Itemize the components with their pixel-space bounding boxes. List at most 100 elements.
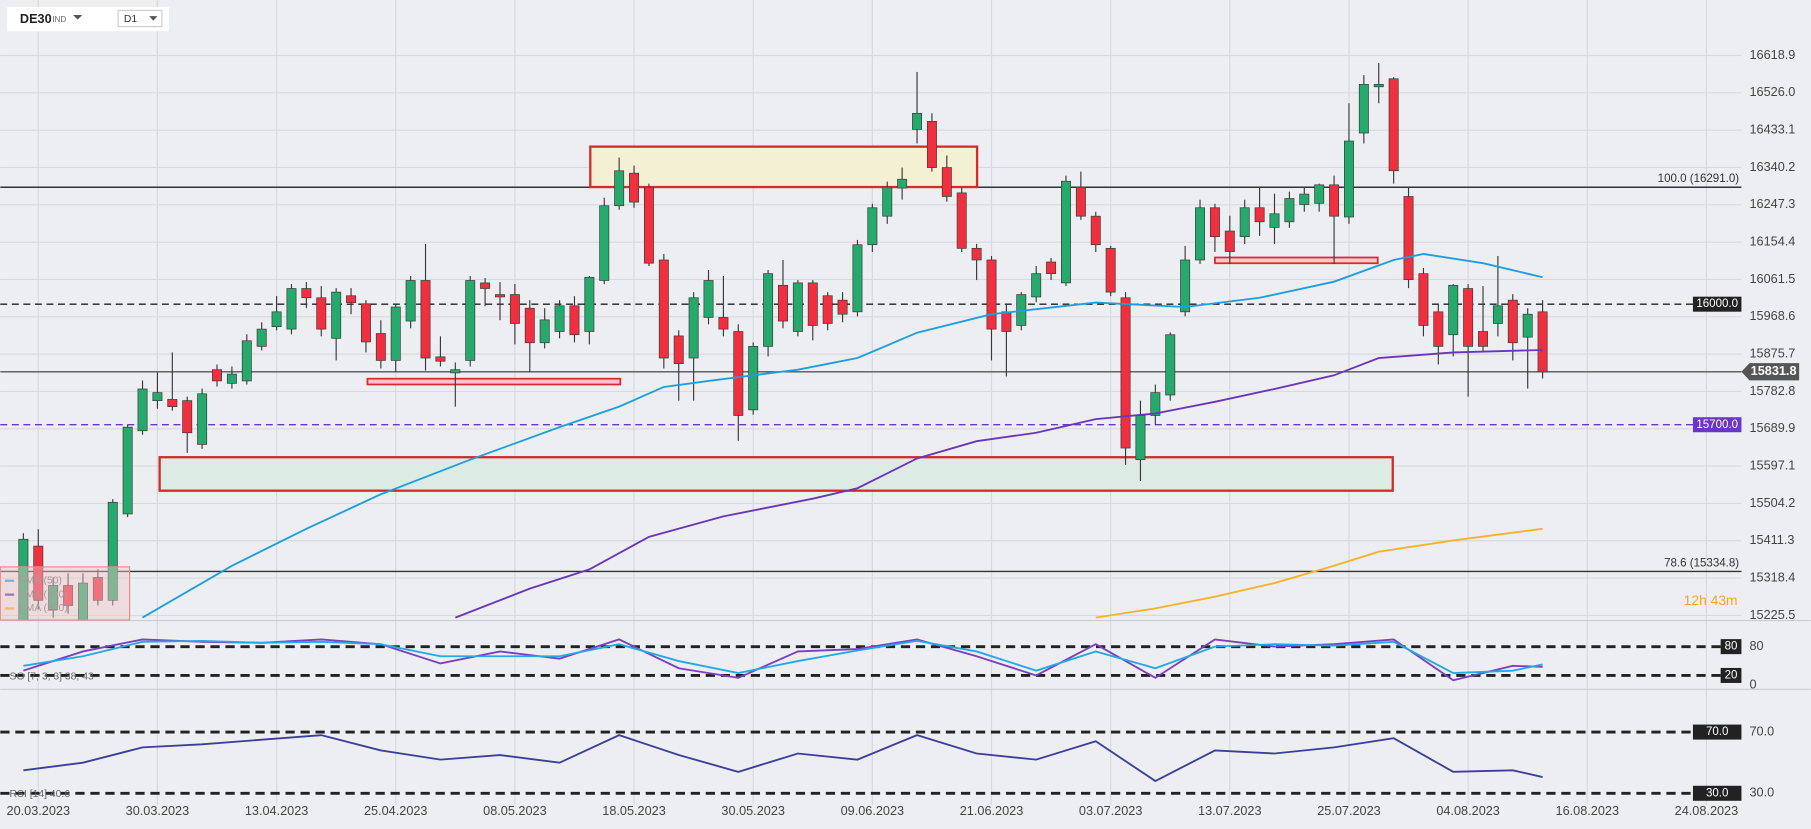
timeframe[interactable]: D1 xyxy=(124,14,137,25)
candle-body xyxy=(316,297,327,330)
candle-body xyxy=(92,577,103,601)
candle-body xyxy=(524,307,535,344)
market: IND xyxy=(52,15,66,24)
candle-body xyxy=(629,172,640,203)
y-tick-label: 16061.5 xyxy=(1750,272,1796,286)
candle-body xyxy=(1061,180,1071,284)
x-tick-label: 16.08.2023 xyxy=(1556,804,1619,818)
dropdown-arrow[interactable] xyxy=(149,16,158,21)
candle-body xyxy=(1224,230,1235,252)
level-label-box xyxy=(1692,724,1742,740)
moving-average xyxy=(1095,527,1543,619)
candle-body xyxy=(346,295,357,303)
candle-body xyxy=(390,306,401,361)
candle-body xyxy=(1165,334,1176,396)
y-tick-label: 15318.4 xyxy=(1750,570,1796,584)
candle-body xyxy=(1135,415,1146,461)
labels: 20.03.2023 30.03.2023 13.04.2023 25.04.2023… xyxy=(4,48,1800,818)
zone xyxy=(1214,256,1379,265)
candle-body xyxy=(1239,207,1250,238)
timeframe-box[interactable] xyxy=(117,9,163,28)
level-label: 78.6 (15334.8) xyxy=(1664,557,1739,569)
candle-body xyxy=(852,244,863,313)
candle-body xyxy=(643,186,654,264)
candle-body xyxy=(167,399,178,407)
candle-body xyxy=(599,205,610,281)
candle-body xyxy=(1001,311,1012,332)
candle-body xyxy=(718,317,729,330)
candle-body xyxy=(1373,84,1384,88)
panel-marks xyxy=(23,638,1543,682)
candle-body xyxy=(495,294,505,298)
candle-body xyxy=(688,297,699,359)
candle-body xyxy=(509,294,520,324)
x-tick-label: 18.05.2023 xyxy=(602,804,665,818)
countdown: 12h 43m xyxy=(1684,592,1738,608)
legend-label: SMA (100) xyxy=(19,589,68,600)
candle-body xyxy=(301,288,312,299)
level-label-box xyxy=(1720,667,1742,683)
x-tick-label: 25.07.2023 xyxy=(1317,804,1381,818)
y-tick-label: 70.0 xyxy=(1750,724,1775,738)
candle-body xyxy=(867,207,878,246)
level-label-box xyxy=(1692,785,1742,801)
candle-body xyxy=(614,170,625,207)
level-label: 16000.0 xyxy=(1696,298,1738,310)
candle-body xyxy=(912,112,922,130)
candle-body xyxy=(1195,207,1205,261)
candle-body xyxy=(986,259,997,330)
marks xyxy=(18,63,1548,783)
candle-body xyxy=(792,282,803,332)
candle-body xyxy=(375,333,386,361)
candle-body xyxy=(956,192,967,249)
indicator-title: RSI [14] 40.6 xyxy=(10,789,71,800)
candle-body xyxy=(1209,207,1220,238)
candle-body xyxy=(837,299,848,315)
candle-body xyxy=(1329,184,1340,217)
x-tick-label: 25.04.2023 xyxy=(364,804,428,818)
candle-body xyxy=(1090,215,1101,246)
y-tick-label: 15968.6 xyxy=(1750,309,1796,323)
candle-body xyxy=(18,538,29,621)
candle-body xyxy=(673,335,684,364)
level-label: 100.0 (16291.0) xyxy=(1658,173,1740,185)
candle-body xyxy=(360,303,371,343)
candle-body xyxy=(1046,261,1057,274)
candle-body xyxy=(256,328,267,347)
y-tick-label: 15689.9 xyxy=(1750,421,1796,435)
y-tick-label: 16247.3 xyxy=(1750,197,1796,211)
level-label-box xyxy=(1692,296,1742,312)
candle-body xyxy=(584,276,595,332)
candle-body xyxy=(405,280,416,322)
price-marker-label: 15831.8 xyxy=(1751,364,1797,378)
candle-body xyxy=(1284,198,1295,223)
y-tick-label: 16340.2 xyxy=(1750,160,1796,174)
dropdown-arrow[interactable] xyxy=(73,15,83,20)
candle-body xyxy=(1031,273,1042,298)
candle-body xyxy=(569,305,580,336)
y-tick-label: 16526.0 xyxy=(1750,85,1796,99)
candle-body xyxy=(212,369,222,382)
candle-body xyxy=(1314,184,1325,204)
y-tick-label: 15225.5 xyxy=(1750,608,1796,622)
candle-body xyxy=(226,373,237,384)
x-tick-label: 09.06.2023 xyxy=(841,804,905,818)
candle-body xyxy=(435,356,446,362)
x-tick-label: 30.03.2023 xyxy=(126,804,190,818)
candle-body xyxy=(1344,140,1354,218)
candle-body xyxy=(941,167,952,197)
candle-body xyxy=(182,400,193,434)
indicator-line xyxy=(23,639,1543,674)
candle-body xyxy=(1254,207,1265,223)
zone xyxy=(366,377,622,386)
symbol[interactable]: DE30 xyxy=(20,12,52,26)
indicator-legend xyxy=(0,566,131,621)
candle-body xyxy=(807,282,818,326)
panel-marks xyxy=(18,63,1548,621)
level-label: 80 xyxy=(1725,641,1738,653)
candle-body xyxy=(197,393,208,445)
y-tick-label: 16618.9 xyxy=(1750,48,1796,62)
candle-body xyxy=(1463,288,1474,347)
candle-body xyxy=(1388,78,1399,172)
